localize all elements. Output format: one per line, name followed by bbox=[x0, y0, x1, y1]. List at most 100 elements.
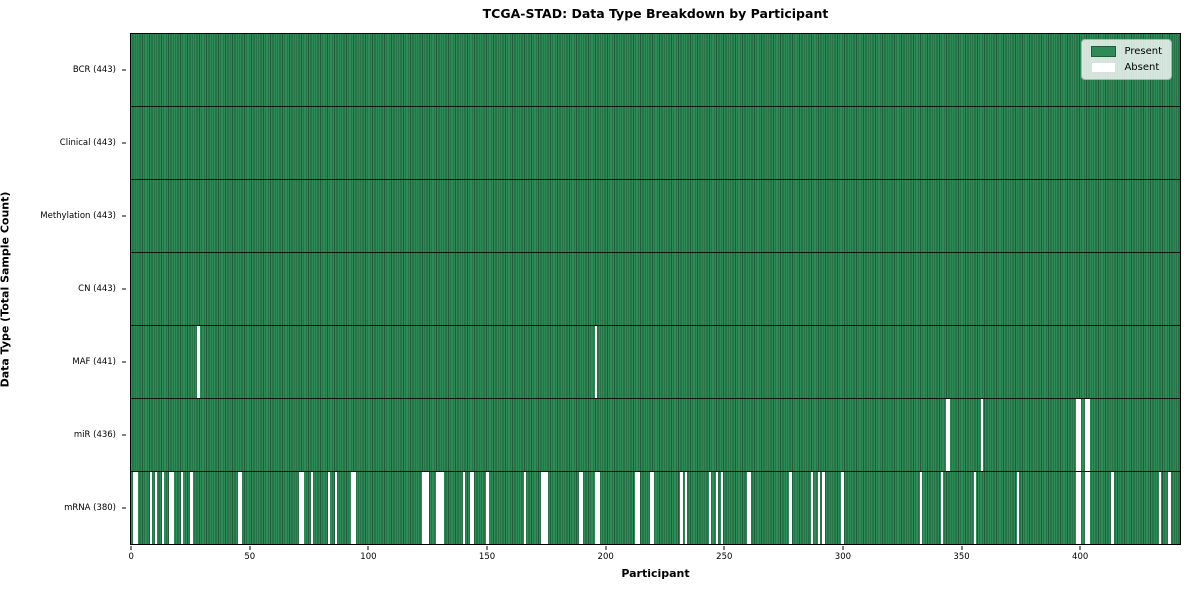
absent-stripe bbox=[981, 399, 984, 471]
absent-stripe bbox=[161, 472, 165, 544]
absent-stripe bbox=[578, 472, 584, 544]
x-tick-label: 50 bbox=[244, 552, 256, 562]
absent-stripe bbox=[486, 472, 489, 544]
absent-stripe bbox=[919, 472, 922, 544]
y-tick-mark bbox=[122, 215, 126, 217]
x-tick-mark bbox=[486, 546, 488, 550]
absent-stripe bbox=[810, 472, 813, 544]
x-tick-label: 400 bbox=[1072, 552, 1089, 562]
y-tick-label: Clinical (443) bbox=[59, 137, 116, 148]
x-tick-label: 300 bbox=[834, 552, 852, 562]
absent-stripe bbox=[180, 472, 184, 544]
y-tick-label: miR (436) bbox=[73, 430, 116, 441]
absent-stripe bbox=[595, 326, 598, 398]
plot-area: Present Absent bbox=[130, 33, 1181, 545]
x-tick-label: 100 bbox=[360, 552, 377, 562]
absent-stripe bbox=[1168, 472, 1171, 544]
absent-stripe bbox=[540, 472, 548, 544]
absent-stripe bbox=[422, 472, 430, 544]
datatype-row bbox=[131, 107, 1180, 180]
absent-stripe bbox=[746, 472, 752, 544]
y-tick-label: BCR (443) bbox=[72, 64, 116, 75]
x-tick-mark bbox=[842, 546, 844, 550]
datatype-row bbox=[131, 472, 1180, 544]
absent-swatch-icon bbox=[1091, 62, 1117, 73]
absent-stripe bbox=[715, 472, 719, 544]
absent-stripe bbox=[1075, 472, 1081, 544]
legend-entry-absent: Absent bbox=[1091, 62, 1162, 73]
x-tick-label: 250 bbox=[716, 552, 733, 562]
y-tick-mark bbox=[122, 69, 126, 71]
absent-stripe bbox=[1075, 399, 1081, 471]
absent-stripe bbox=[789, 472, 792, 544]
absent-stripe bbox=[817, 472, 821, 544]
absent-stripe bbox=[822, 472, 825, 544]
datatype-row bbox=[131, 399, 1180, 472]
absent-stripe bbox=[299, 472, 304, 544]
x-tick-label: 350 bbox=[953, 552, 970, 562]
x-tick-mark bbox=[367, 546, 369, 550]
absent-stripe bbox=[237, 472, 243, 544]
absent-stripe bbox=[635, 472, 641, 544]
legend-entry-present: Present bbox=[1091, 46, 1162, 57]
absent-stripe bbox=[940, 472, 944, 544]
legend-label-absent: Absent bbox=[1124, 62, 1160, 73]
absent-stripe bbox=[1085, 399, 1091, 471]
x-tick-label: 200 bbox=[597, 552, 614, 562]
present-swatch-icon bbox=[1091, 46, 1117, 57]
absent-stripe bbox=[595, 472, 600, 544]
absent-stripe bbox=[945, 399, 951, 471]
y-tick-label: MAF (441) bbox=[72, 357, 116, 368]
absent-stripe bbox=[1111, 472, 1114, 544]
y-tick-mark bbox=[122, 434, 126, 436]
absent-stripe bbox=[190, 472, 193, 544]
x-axis: 0 50 100 150 200 250 300 350 400 bbox=[128, 546, 1181, 564]
y-tick-label: CN (443) bbox=[78, 284, 116, 294]
y-tick-label: Methylation (443) bbox=[40, 210, 116, 221]
x-tick-label: 0 bbox=[128, 552, 134, 562]
legend: Present Absent bbox=[1081, 39, 1172, 80]
x-tick-mark bbox=[249, 546, 251, 550]
absent-stripe bbox=[154, 472, 158, 544]
x-tick-mark bbox=[605, 546, 607, 550]
absent-stripe bbox=[524, 472, 527, 544]
y-tick-mark bbox=[122, 507, 126, 509]
absent-stripe bbox=[351, 472, 356, 544]
absent-stripe bbox=[649, 472, 655, 544]
x-tick-mark bbox=[961, 546, 963, 550]
absent-stripe bbox=[469, 472, 475, 544]
absent-stripe bbox=[310, 472, 314, 544]
absent-stripe bbox=[1085, 472, 1091, 544]
absent-stripe bbox=[197, 326, 200, 398]
absent-stripe bbox=[680, 472, 683, 544]
absent-stripe bbox=[462, 472, 465, 544]
absent-stripe bbox=[168, 472, 174, 544]
absent-stripe bbox=[685, 472, 688, 544]
absent-stripe bbox=[973, 472, 977, 544]
absent-stripe bbox=[1158, 472, 1162, 544]
x-axis-title: Participant bbox=[621, 567, 690, 580]
datatype-row bbox=[131, 180, 1180, 253]
datatype-row bbox=[131, 253, 1180, 326]
y-tick-mark bbox=[122, 361, 126, 363]
y-tick-mark bbox=[122, 142, 126, 144]
x-tick-mark bbox=[1079, 546, 1081, 550]
datatype-row bbox=[131, 34, 1180, 107]
y-tick-mark bbox=[122, 288, 126, 290]
absent-stripe bbox=[149, 472, 153, 544]
absent-stripe bbox=[708, 472, 712, 544]
datatype-row bbox=[131, 326, 1180, 399]
x-tick-mark bbox=[723, 546, 725, 550]
absent-stripe bbox=[327, 472, 330, 544]
absent-stripe bbox=[841, 472, 844, 544]
absent-stripe bbox=[1016, 472, 1019, 544]
chart-title: TCGA-STAD: Data Type Breakdown by Partic… bbox=[482, 6, 829, 21]
absent-stripe bbox=[334, 472, 337, 544]
x-tick-mark bbox=[130, 546, 132, 550]
y-tick-label: mRNA (380) bbox=[64, 503, 116, 514]
y-axis: BCR (443) Clinical (443) Methylation (443)… bbox=[0, 33, 126, 545]
legend-label-present: Present bbox=[1124, 46, 1162, 57]
absent-stripe bbox=[133, 472, 139, 544]
absent-stripe bbox=[436, 472, 444, 544]
